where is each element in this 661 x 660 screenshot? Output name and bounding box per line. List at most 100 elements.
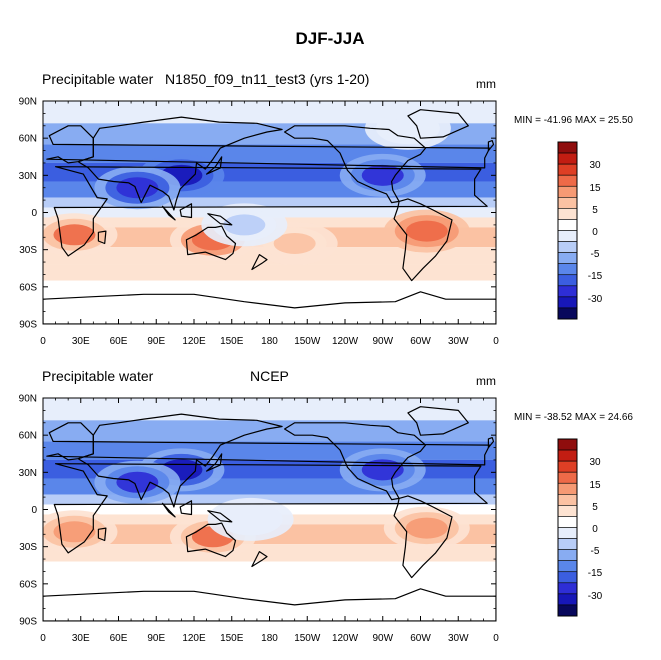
colorbar-label: 15 bbox=[589, 183, 601, 194]
coastline bbox=[407, 109, 469, 139]
colorbar-box bbox=[557, 285, 578, 298]
coastline bbox=[487, 437, 495, 449]
colorbar-box bbox=[557, 571, 578, 584]
colorbar-label: -30 bbox=[588, 591, 603, 602]
y-tick-label: 30S bbox=[19, 542, 37, 553]
x-tick-label: 90W bbox=[372, 336, 393, 347]
colorbar-box bbox=[557, 438, 578, 451]
coastline bbox=[97, 230, 107, 245]
colorbar-box bbox=[557, 527, 578, 539]
contour-band bbox=[43, 561, 496, 578]
x-tick-label: 60E bbox=[110, 336, 128, 347]
colorbar-box bbox=[557, 274, 578, 287]
units-label: mm bbox=[476, 77, 496, 91]
colorbar: 30 15 5 0 -5 -15 -30 bbox=[557, 438, 603, 617]
coastline bbox=[179, 500, 193, 516]
y-tick-label: 90S bbox=[19, 320, 37, 331]
panel-model: Precipitable water N1850_f09_tn11_test3 … bbox=[19, 71, 634, 347]
x-tick-label: 30E bbox=[72, 633, 90, 644]
x-tick-label: 60W bbox=[410, 633, 431, 644]
coastline bbox=[43, 291, 496, 324]
panel-title-left: Precipitable water bbox=[42, 71, 154, 87]
colorbar-label: -5 bbox=[591, 546, 600, 557]
colorbar-box bbox=[557, 460, 578, 473]
panel-title-center: N1850_f09_tn11_test3 (yrs 1-20) bbox=[165, 71, 369, 87]
contour-region bbox=[229, 508, 272, 530]
coastline bbox=[46, 125, 491, 169]
coastline bbox=[407, 406, 469, 436]
x-tick-label: 150W bbox=[294, 633, 321, 644]
coastline bbox=[206, 156, 223, 175]
coastline bbox=[393, 198, 453, 282]
coastline bbox=[97, 527, 107, 542]
coastline bbox=[251, 551, 268, 568]
colorbar-label: 0 bbox=[592, 227, 598, 238]
colorbar-label: -30 bbox=[588, 294, 603, 305]
colorbar-box bbox=[557, 494, 578, 506]
contour-band bbox=[43, 264, 496, 281]
map-plot: 0 30E 60E 90E 120E 150E 180 150W 120W 90W 60W 30W 09… bbox=[19, 97, 500, 348]
contour-band bbox=[43, 197, 496, 208]
coastline bbox=[284, 125, 427, 204]
colorbar-box bbox=[557, 219, 578, 231]
colorbar-box bbox=[557, 538, 578, 550]
min-max-label: MIN = -38.52 MAX = 24.66 bbox=[514, 412, 633, 423]
colorbar-label: -5 bbox=[591, 249, 600, 260]
colorbar-box bbox=[557, 296, 578, 309]
y-tick-label: 60S bbox=[19, 579, 37, 590]
contour-band bbox=[43, 494, 496, 505]
coastline bbox=[179, 203, 193, 219]
colorbar-box bbox=[557, 516, 578, 528]
y-tick-label: 60S bbox=[19, 282, 37, 293]
coastline bbox=[251, 254, 268, 271]
y-tick-label: 90S bbox=[19, 617, 37, 628]
x-tick-label: 0 bbox=[493, 633, 499, 644]
x-tick-label: 30W bbox=[448, 633, 469, 644]
x-tick-label: 0 bbox=[40, 336, 46, 347]
colorbar-box bbox=[557, 197, 578, 209]
colorbar-box bbox=[557, 604, 578, 617]
colorbar-label: 0 bbox=[592, 524, 598, 535]
colorbar-box bbox=[557, 163, 578, 176]
colorbar: 30 15 5 0 -5 -15 -30 bbox=[557, 141, 603, 320]
panel-ncep: Precipitable water NCEP mm MIN = -38.52 … bbox=[19, 368, 634, 644]
x-tick-label: 150W bbox=[294, 336, 321, 347]
y-tick-label: 30N bbox=[19, 468, 37, 479]
y-tick-label: 90N bbox=[19, 394, 37, 405]
colorbar-frame bbox=[557, 141, 578, 320]
x-tick-label: 0 bbox=[40, 633, 46, 644]
coastline bbox=[53, 463, 488, 554]
x-tick-label: 120E bbox=[182, 633, 206, 644]
contour-band bbox=[43, 544, 496, 562]
x-tick-label: 90E bbox=[147, 633, 165, 644]
contour-region bbox=[53, 224, 96, 246]
colorbar-box bbox=[557, 471, 578, 484]
coastline bbox=[46, 422, 491, 466]
coastline bbox=[43, 588, 496, 621]
x-tick-label: 90W bbox=[372, 633, 393, 644]
x-tick-label: 150E bbox=[220, 633, 244, 644]
colorbar-box bbox=[557, 241, 578, 253]
units-label: mm bbox=[476, 374, 496, 388]
field-layer bbox=[43, 398, 496, 621]
colorbar-box bbox=[557, 505, 578, 517]
y-tick-label: 0 bbox=[31, 208, 37, 219]
panel-title-center: NCEP bbox=[250, 368, 289, 384]
y-tick-label: 0 bbox=[31, 505, 37, 516]
colorbar-box bbox=[557, 549, 578, 561]
x-tick-label: 150E bbox=[220, 336, 244, 347]
x-tick-label: 120W bbox=[332, 336, 359, 347]
x-tick-label: 30E bbox=[72, 336, 90, 347]
colorbar-label: 30 bbox=[589, 457, 601, 468]
colorbar-label: 5 bbox=[592, 502, 598, 513]
coastline bbox=[393, 495, 453, 579]
coastline bbox=[207, 510, 233, 523]
coastline bbox=[207, 213, 233, 226]
colorbar-label: 5 bbox=[592, 205, 598, 216]
coastline bbox=[161, 205, 176, 221]
colorbar-box bbox=[557, 263, 578, 276]
colorbar-label: -15 bbox=[588, 271, 603, 282]
panel-title-left: Precipitable water bbox=[42, 368, 154, 384]
x-tick-label: 60E bbox=[110, 633, 128, 644]
